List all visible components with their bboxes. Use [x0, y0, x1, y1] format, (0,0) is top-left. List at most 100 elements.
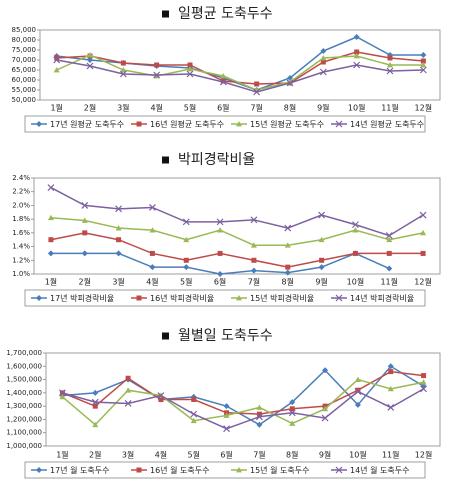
marker [289, 420, 296, 426]
marker [124, 400, 132, 407]
marker [284, 224, 292, 232]
x-tick-label: 4월 [155, 450, 167, 460]
marker [318, 211, 326, 219]
legend-label: 15년 월 도축두수 [250, 465, 309, 475]
marker [157, 392, 165, 399]
x-tick-label: 11월 [382, 450, 400, 460]
legend-marker [36, 467, 42, 473]
marker [322, 405, 329, 412]
marker [419, 66, 427, 74]
y-tick-label: 70,000 [12, 56, 37, 64]
legend-label: 16년 월 도축두수 [150, 465, 209, 475]
marker [53, 67, 60, 73]
marker [387, 62, 393, 68]
marker [119, 70, 127, 78]
marker [182, 218, 190, 226]
marker [420, 379, 427, 385]
x-tick-label: 1월 [56, 450, 68, 460]
x-tick-label: 9월 [319, 450, 331, 460]
y-tick-label: 1.0% [12, 270, 30, 278]
marker [385, 232, 393, 240]
legend-marker [335, 120, 343, 128]
y-tick-label: 50,000 [12, 96, 37, 104]
marker [253, 88, 261, 96]
marker [386, 67, 394, 75]
y-tick-label: 1,400,000 [6, 389, 42, 397]
series-line [62, 365, 424, 426]
series-line [50, 217, 424, 246]
y-tick-label: 65,000 [12, 66, 37, 74]
marker [320, 59, 326, 65]
marker [149, 264, 156, 271]
x-tick-label: 10월 [349, 450, 367, 460]
x-tick-label: 5월 [188, 450, 200, 460]
x-tick-label: 8월 [284, 103, 296, 113]
marker [351, 221, 359, 229]
x-tick-label: 5월 [180, 277, 192, 287]
marker [419, 211, 427, 219]
y-tick-label: 85,000 [12, 26, 37, 34]
marker [154, 62, 160, 68]
marker [322, 367, 329, 374]
marker [321, 414, 329, 422]
y-tick-label: 1,000,000 [6, 442, 42, 450]
marker [285, 264, 291, 270]
y-tick-label: 1,700,000 [6, 349, 42, 357]
legend-label: 16년 박피경락비율 [150, 293, 214, 303]
marker [319, 68, 327, 76]
marker [387, 385, 394, 392]
marker [190, 410, 198, 418]
marker [53, 56, 61, 64]
legend-label: 17년 월 도축두수 [50, 465, 109, 475]
marker [387, 404, 395, 411]
marker [153, 71, 161, 79]
x-tick-label: 1월 [50, 103, 62, 113]
marker [289, 406, 295, 412]
legend-marker [136, 295, 142, 301]
y-tick-label: 1,500,000 [6, 376, 42, 384]
x-tick-label: 6월 [220, 450, 232, 460]
y-tick-label: 2.0% [12, 201, 30, 209]
marker [353, 34, 360, 40]
marker [183, 257, 189, 263]
marker [318, 264, 325, 271]
marker [219, 78, 227, 86]
marker [320, 48, 327, 54]
marker [87, 52, 93, 58]
plot-area [45, 352, 441, 447]
legend-marker [335, 466, 343, 474]
marker [217, 250, 223, 256]
plot-area [33, 177, 441, 275]
marker [86, 62, 94, 70]
x-tick-label: 9월 [317, 103, 329, 113]
legend-box [24, 115, 426, 133]
marker [420, 385, 428, 393]
marker [158, 397, 164, 402]
y-tick-label: 1,300,000 [6, 402, 42, 410]
chart-title: 일평균 도축두수 [178, 6, 273, 22]
series-line [50, 232, 424, 268]
marker [420, 229, 427, 236]
x-tick-label: 7월 [250, 103, 262, 113]
marker [386, 265, 393, 272]
x-tick-label: 6월 [214, 277, 226, 287]
legend-label: 14년 월 도축두수 [350, 465, 409, 475]
legend-label: 14년 박피경락비율 [350, 293, 414, 303]
marker [254, 81, 260, 87]
x-tick-label: 5월 [184, 103, 196, 113]
x-tick-label: 12월 [415, 450, 433, 460]
marker [421, 373, 427, 379]
marker [318, 236, 325, 243]
marker [354, 376, 361, 382]
plot-area [39, 29, 441, 101]
x-tick-label: 10월 [348, 103, 366, 113]
marker [287, 75, 293, 81]
marker [420, 250, 426, 256]
y-tick-label: 1.4% [12, 243, 30, 251]
marker [251, 257, 257, 263]
marker [386, 250, 392, 256]
series-line [61, 378, 424, 426]
marker [387, 363, 394, 370]
marker [91, 398, 99, 406]
marker [54, 55, 60, 61]
